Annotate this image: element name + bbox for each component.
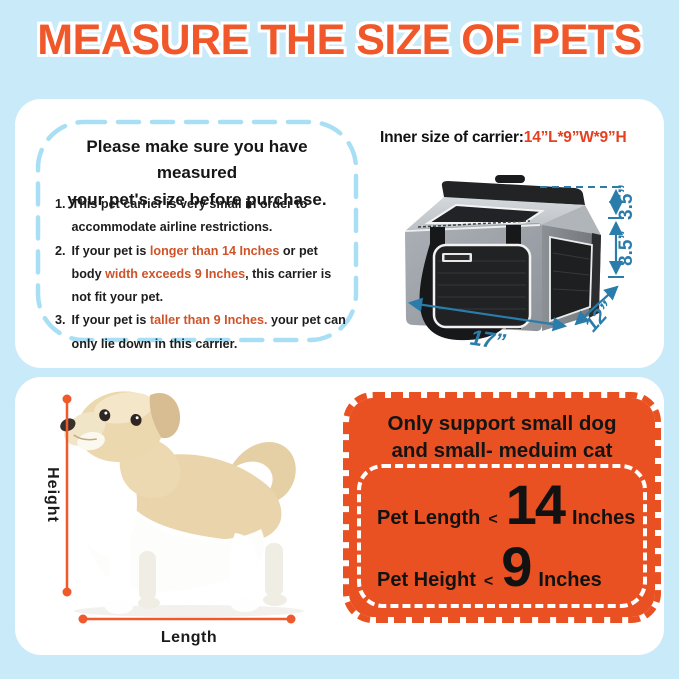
- item-marker: 3.: [55, 313, 66, 328]
- top-mesh-window: [424, 203, 545, 224]
- dimension-side-label: 8.5”: [616, 230, 637, 266]
- notice-box: Please make sure you have measured your …: [35, 119, 359, 351]
- page-title: MEASURE THE SIZE OF PETS: [37, 16, 642, 64]
- support-heading-line1: Only support small dog: [387, 412, 617, 435]
- side-mesh-panel: [549, 235, 593, 323]
- highlight-text: longer than 14 Inches: [149, 243, 280, 258]
- notice-item-3: 3. If your pet is taller than 9 Inches. …: [55, 309, 349, 356]
- measurement-notice-panel: Please make sure you have measured your …: [15, 99, 664, 368]
- height-label: Height: [44, 467, 61, 523]
- notice-item-2: 2. If your pet is longer than 14 Inches …: [55, 240, 349, 310]
- depth-dimension-arrow: [574, 285, 619, 326]
- pet-limit-box: Pet Length < 14 Inches Pet Height < 9 In…: [357, 464, 647, 608]
- support-heading-line2: and small- meduim cat: [391, 439, 613, 463]
- dimension-length-label: 17”: [469, 325, 508, 353]
- limit-unit: Inches: [538, 568, 602, 591]
- puppy-eye: [130, 413, 142, 426]
- highlight-text: taller than 9 Inches.: [149, 313, 268, 328]
- notice-heading: Please make sure you have measured your …: [47, 134, 347, 213]
- highlight-text: width exceeds 9 Inches: [105, 266, 246, 281]
- carrier-inner-size-caption: Inner size of carrier:14”L*9”W*9”H: [380, 129, 627, 147]
- carrier-column: Inner size of carrier:14”L*9”W*9”H: [370, 99, 660, 368]
- length-dimension-arrow: [407, 297, 568, 332]
- caption-value: 14”L*9”W*9”H: [523, 129, 627, 146]
- less-than-sign: <: [483, 572, 494, 590]
- puppy-head: [60, 391, 181, 462]
- notice-heading-line1: Please make sure you have measured: [86, 137, 308, 183]
- pet-length-limit-row: Pet Length < 14 Inches: [377, 472, 637, 536]
- support-box: Only support small dog and small- meduim…: [343, 392, 661, 623]
- pet-carrier-illustration: 17” 12” 8.5” 3.5”: [404, 175, 637, 353]
- carrier-bag: [404, 175, 601, 341]
- item-text: If your pet is taller than 9 Inches. you…: [71, 313, 346, 351]
- puppy-photo: [60, 391, 304, 617]
- length-label: Length: [161, 629, 217, 646]
- limit-label: Pet Length: [377, 506, 481, 529]
- limit-unit: Inches: [571, 506, 636, 529]
- item-text: If your pet is longer than 14 Inches or …: [71, 243, 332, 305]
- less-than-sign: <: [488, 510, 498, 528]
- limit-label: Pet Height: [377, 568, 476, 591]
- carrier-handle: [495, 175, 525, 183]
- item-marker: 1.: [55, 197, 66, 211]
- puppy-tail: [229, 441, 296, 505]
- pet-measurement-lines: Height Length: [44, 394, 296, 646]
- support-heading: Only support small dog and small- meduim…: [349, 410, 655, 465]
- notice-dashed-border: [35, 119, 359, 343]
- notice-heading-line2: your pet's size before purchase.: [67, 189, 327, 209]
- limit-value: 9: [501, 534, 532, 598]
- notice-list: 1. This pet carrier is very small in ord…: [55, 193, 349, 356]
- item-marker: 2.: [55, 243, 66, 258]
- pet-size-panel: Height Length Only support small dog and…: [15, 377, 664, 655]
- puppy-ear: [149, 393, 181, 439]
- item-text: This pet carrier is very small in order …: [71, 197, 308, 235]
- puppy-eye: [99, 409, 111, 422]
- pet-height-limit-row: Pet Height < 9 Inches: [377, 534, 637, 598]
- limit-value: 14: [505, 472, 566, 536]
- puppy-measurement-figure: Height Length: [44, 391, 304, 646]
- notice-item-1: 1. This pet carrier is very small in ord…: [55, 193, 349, 240]
- dimension-top-label: 3.5”: [616, 184, 637, 220]
- top-zipper: [417, 220, 531, 228]
- caption-label: Inner size of carrier:: [380, 129, 524, 146]
